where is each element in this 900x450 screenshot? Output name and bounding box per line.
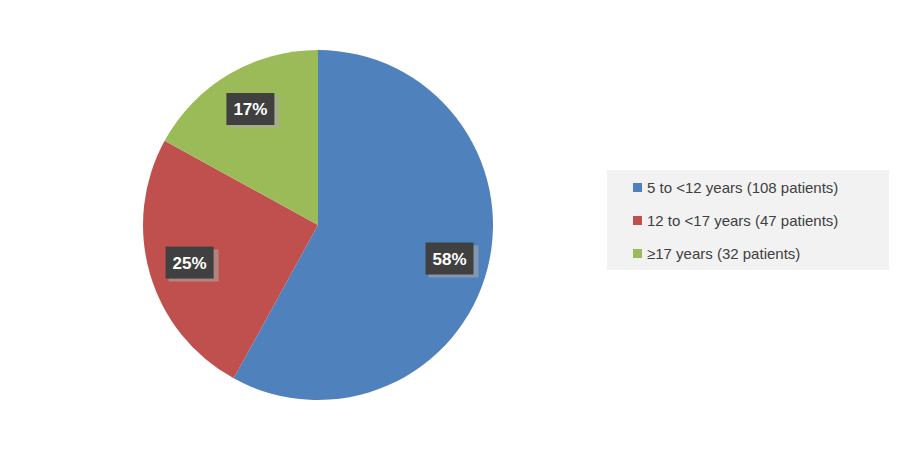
data-label-group: 25% xyxy=(166,247,219,282)
legend: 5 to <12 years (108 patients) 12 to <17 y… xyxy=(607,170,889,270)
legend-swatch xyxy=(633,183,642,192)
legend-label: ≥17 years (32 patients) xyxy=(647,245,800,262)
data-label: 58% xyxy=(433,250,467,269)
legend-box xyxy=(607,170,889,270)
data-label: 17% xyxy=(233,100,267,119)
pie xyxy=(143,50,493,400)
legend-label: 12 to <17 years (47 patients) xyxy=(647,212,838,229)
label-box xyxy=(166,247,214,279)
legend-swatch xyxy=(633,249,642,258)
pie-slice xyxy=(165,50,318,225)
data-label: 25% xyxy=(173,254,207,273)
label-box xyxy=(426,243,474,275)
legend-swatch xyxy=(633,216,642,225)
data-labels: 58% 25% 17% xyxy=(166,93,479,282)
data-label-group: 17% xyxy=(226,93,279,128)
legend-label: 5 to <12 years (108 patients) xyxy=(647,179,838,196)
label-box xyxy=(226,93,274,125)
data-label-group: 58% xyxy=(426,243,479,278)
